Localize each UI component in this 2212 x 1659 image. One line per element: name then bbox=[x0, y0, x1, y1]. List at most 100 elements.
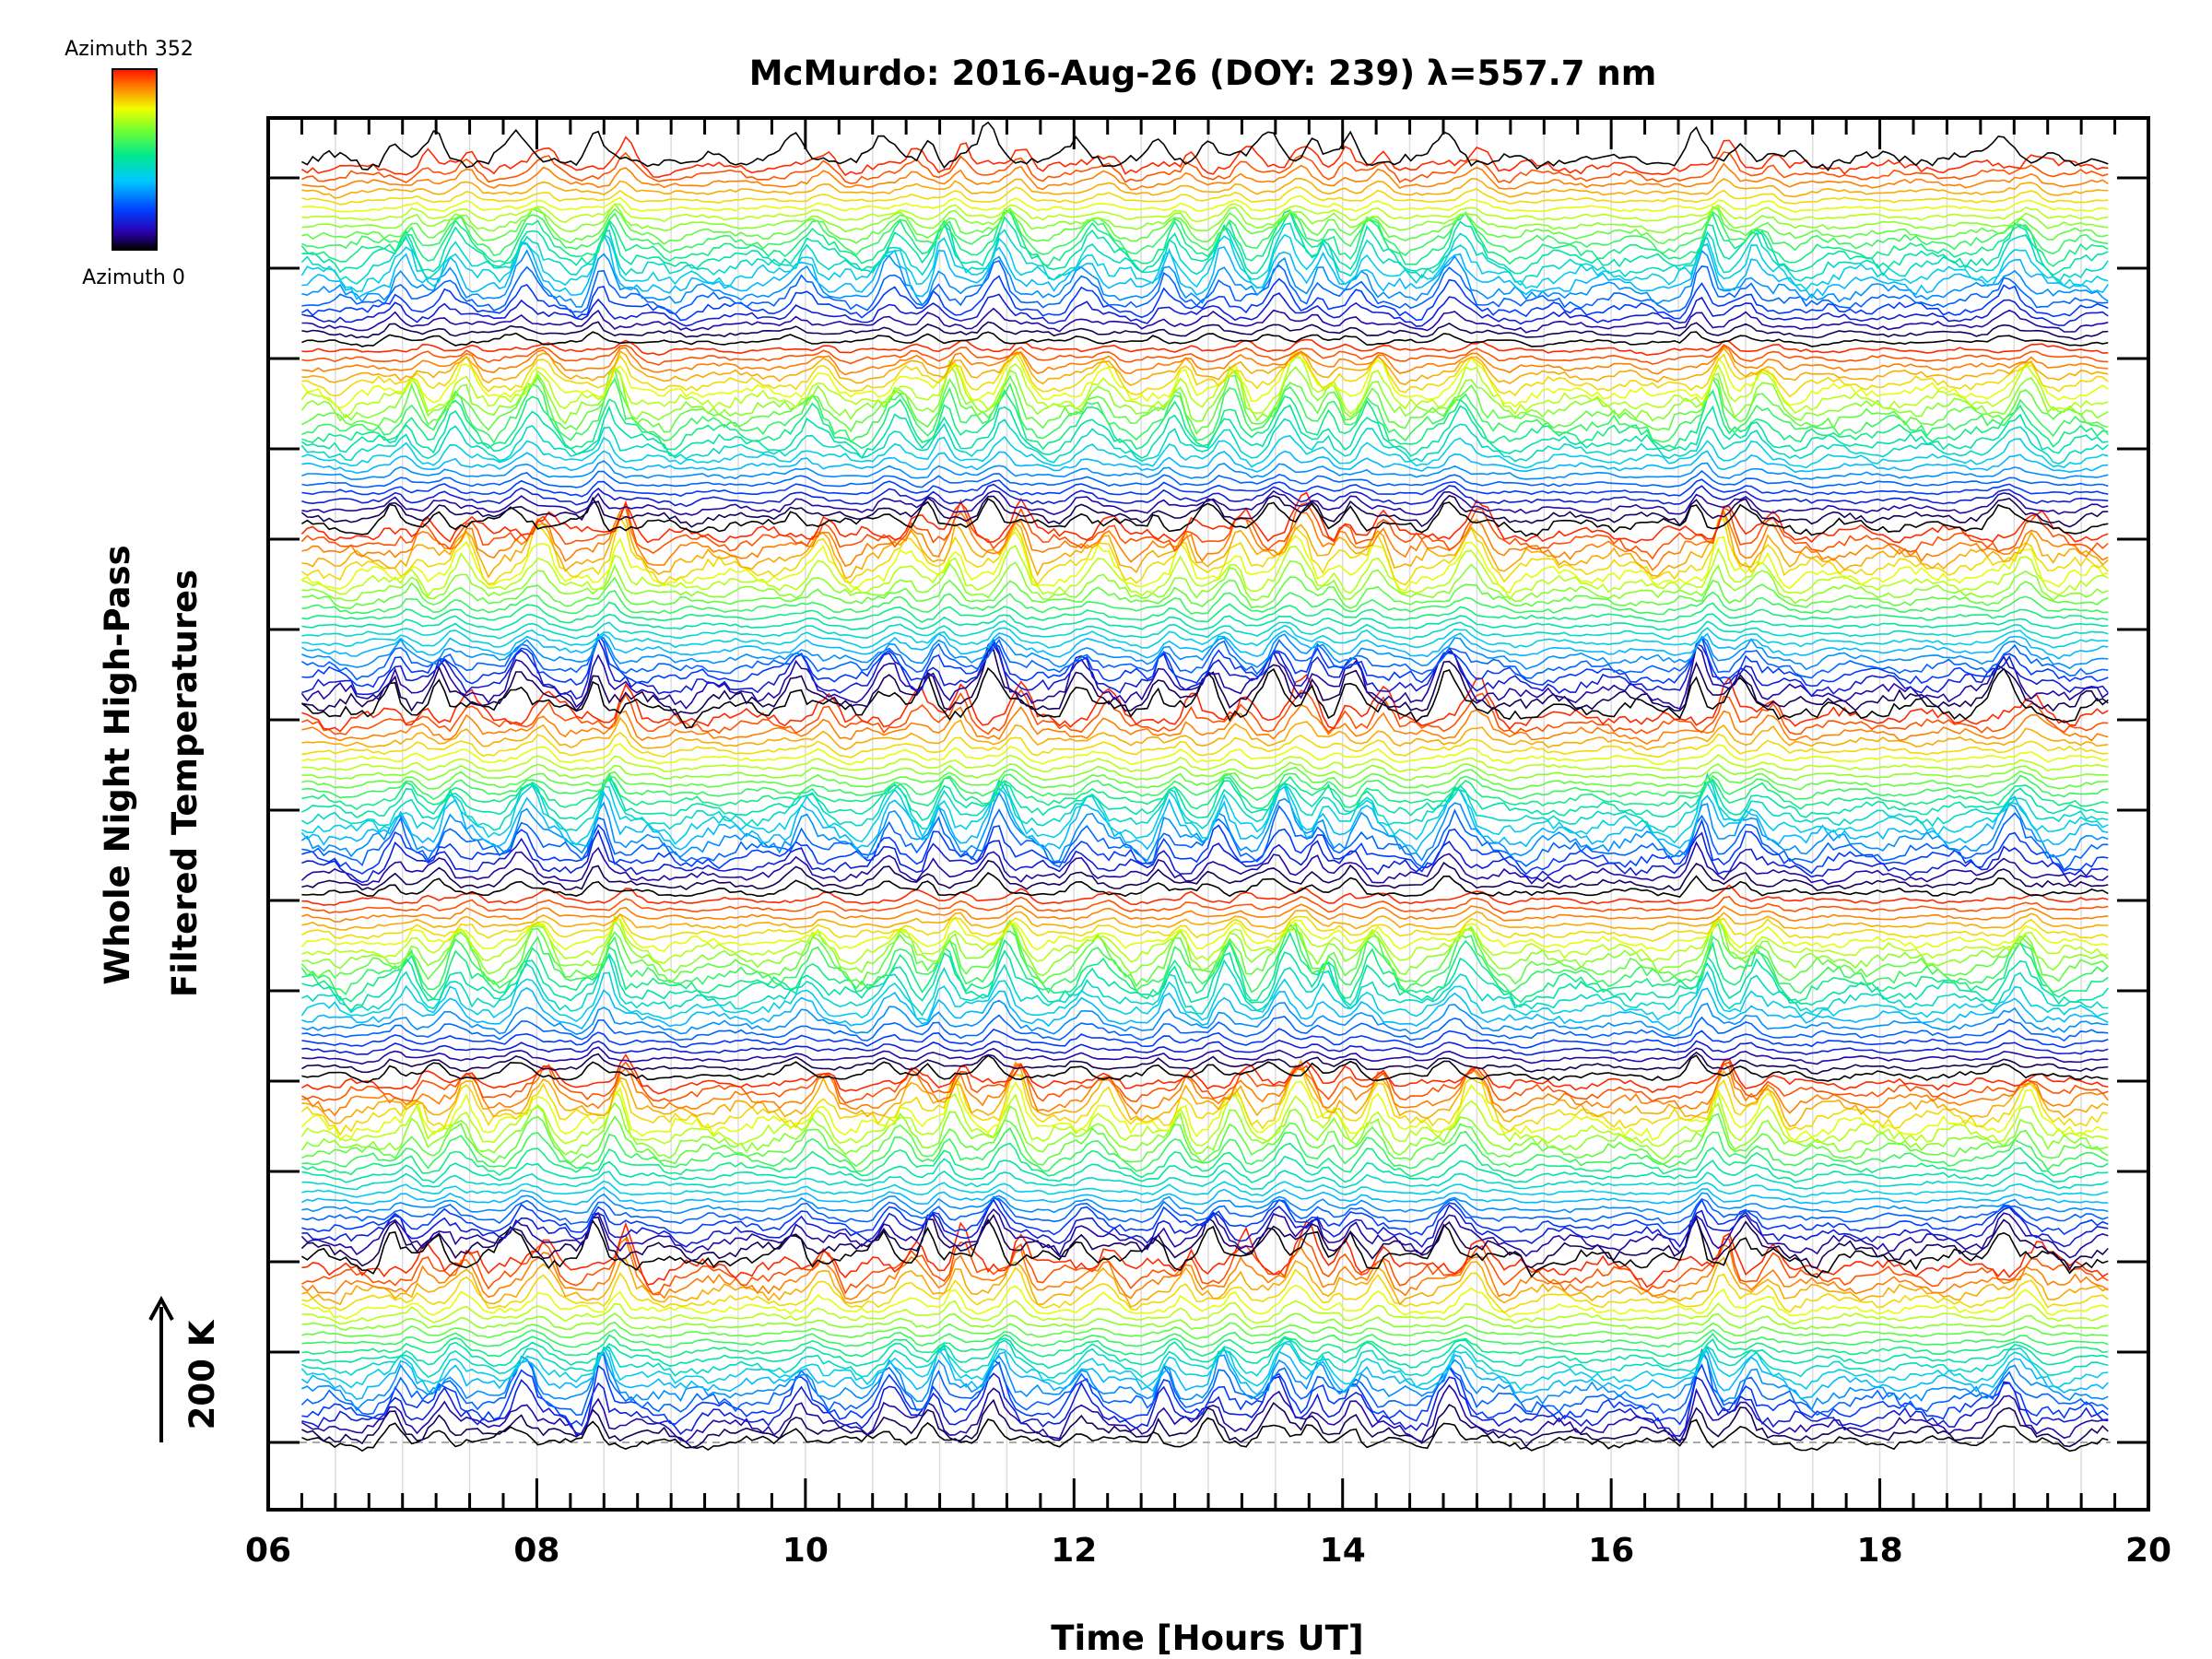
y-axis-label-line1: Whole Night High-Pass bbox=[98, 545, 137, 984]
temperature-trace bbox=[301, 1328, 2109, 1348]
temperature-trace bbox=[301, 1170, 2109, 1191]
temperature-trace bbox=[301, 186, 2109, 206]
temperature-trace bbox=[301, 1219, 2109, 1288]
temperature-trace bbox=[301, 1300, 2109, 1325]
temperature-trace bbox=[301, 910, 2109, 931]
temperature-trace bbox=[300, 491, 2109, 544]
colorbar-gradient bbox=[112, 68, 158, 251]
temperature-trace bbox=[300, 1342, 2109, 1392]
temperature-trace bbox=[300, 208, 2109, 267]
temperature-trace bbox=[301, 388, 2109, 451]
temperature-trace bbox=[301, 203, 2109, 224]
x-tick-label: 12 bbox=[1051, 1532, 1097, 1570]
temperature-trace bbox=[301, 1112, 2109, 1168]
temperature-trace bbox=[301, 1233, 2109, 1296]
temperature-trace bbox=[301, 1337, 2109, 1370]
temperature-trace bbox=[301, 632, 2109, 688]
x-tick-label: 18 bbox=[1857, 1532, 1903, 1570]
temperature-trace bbox=[300, 1237, 2109, 1300]
temperature-trace bbox=[300, 772, 2109, 833]
temperature-trace bbox=[301, 121, 2109, 171]
temperature-trace bbox=[301, 1332, 2109, 1359]
scale-bar-arrow-head bbox=[148, 1295, 174, 1321]
temperature-trace bbox=[301, 986, 2109, 1031]
temperature-trace bbox=[300, 496, 2109, 537]
temperature-trace bbox=[301, 743, 2109, 766]
temperature-trace bbox=[301, 275, 2109, 322]
temperature-trace bbox=[301, 307, 2109, 334]
temperature-trace bbox=[301, 435, 2109, 469]
temperature-trace bbox=[301, 1061, 2109, 1117]
temperature-trace bbox=[300, 922, 2109, 995]
temperature-trace bbox=[301, 506, 2109, 571]
temperature-trace bbox=[301, 884, 2109, 907]
temperature-trace bbox=[301, 918, 2109, 977]
temperature-trace bbox=[301, 489, 2109, 516]
temperature-trace bbox=[300, 404, 2109, 460]
temperature-trace bbox=[300, 515, 2109, 586]
temperature-trace bbox=[301, 207, 2109, 257]
colorbar-bottom-label: Azimuth 0 bbox=[82, 266, 185, 289]
temperature-trace bbox=[300, 1101, 2109, 1160]
temperature-trace bbox=[301, 1350, 2109, 1412]
temperature-trace bbox=[301, 818, 2109, 876]
temperature-trace bbox=[301, 1195, 2109, 1236]
temperature-trace bbox=[300, 1347, 2109, 1417]
x-tick-label: 10 bbox=[782, 1532, 829, 1570]
colorbar-legend: Azimuth 352 Azimuth 0 bbox=[65, 38, 194, 289]
temperature-trace bbox=[301, 688, 2109, 735]
temperature-trace bbox=[301, 1058, 2109, 1128]
temperature-trace bbox=[301, 624, 2109, 649]
temperature-trace bbox=[301, 629, 2109, 660]
temperature-trace bbox=[301, 673, 2109, 733]
temperature-trace bbox=[301, 903, 2109, 923]
temperature-trace bbox=[301, 368, 2109, 435]
temperature-trace bbox=[301, 1398, 2109, 1449]
temperature-trace bbox=[301, 1321, 2109, 1340]
temperature-trace bbox=[301, 912, 2109, 942]
temperature-trace bbox=[301, 205, 2109, 245]
temperature-trace bbox=[301, 779, 2109, 846]
temperature-trace bbox=[301, 450, 2109, 475]
temperature-trace bbox=[301, 859, 2109, 891]
temperature-trace bbox=[300, 418, 2109, 465]
temperature-trace bbox=[301, 162, 2109, 191]
temperature-trace bbox=[301, 761, 2109, 782]
temperature-trace bbox=[301, 1053, 2109, 1095]
temperature-trace bbox=[301, 772, 2109, 802]
temperature-traces bbox=[300, 121, 2109, 1453]
temperature-trace bbox=[301, 292, 2109, 327]
temperature-trace bbox=[301, 260, 2109, 315]
temperature-trace bbox=[301, 469, 2109, 488]
temperature-trace bbox=[301, 915, 2109, 965]
temperature-trace bbox=[301, 1266, 2109, 1314]
temperature-trace bbox=[301, 347, 2109, 387]
scale-bar-label: 200 K bbox=[182, 1319, 222, 1430]
temperature-trace bbox=[301, 1028, 2109, 1049]
temperature-trace bbox=[301, 338, 2109, 357]
temperature-trace bbox=[301, 613, 2109, 631]
temperature-trace bbox=[301, 151, 2109, 184]
temperature-trace bbox=[301, 348, 2109, 398]
temperature-trace bbox=[301, 321, 2109, 341]
temperature-trace bbox=[301, 344, 2109, 366]
x-tick-label: 06 bbox=[245, 1532, 291, 1570]
temperature-trace bbox=[300, 785, 2109, 853]
temperature-trace bbox=[300, 1088, 2109, 1147]
x-axis-label: Time [Hours UT] bbox=[1051, 1618, 1363, 1658]
temperature-trace bbox=[301, 1126, 2109, 1172]
temperature-trace bbox=[301, 601, 2109, 624]
temperature-trace bbox=[301, 576, 2109, 609]
temperature-trace bbox=[301, 1142, 2109, 1179]
axis-ticks: 06 08 10 12 14 16 18 20 bbox=[245, 118, 2171, 1570]
temperature-trace bbox=[301, 1192, 2109, 1216]
temperature-trace bbox=[301, 1417, 2109, 1453]
temperature-trace bbox=[301, 1359, 2109, 1428]
temperature-trace bbox=[301, 544, 2109, 601]
x-tick-label: 14 bbox=[1320, 1532, 1366, 1570]
temperature-trace bbox=[300, 1217, 2109, 1278]
y-axis-label-line2: Filtered Temperatures bbox=[165, 570, 205, 997]
temperature-trace bbox=[301, 345, 2109, 376]
temperature-trace bbox=[301, 1014, 2109, 1042]
temperature-trace bbox=[301, 510, 2109, 580]
